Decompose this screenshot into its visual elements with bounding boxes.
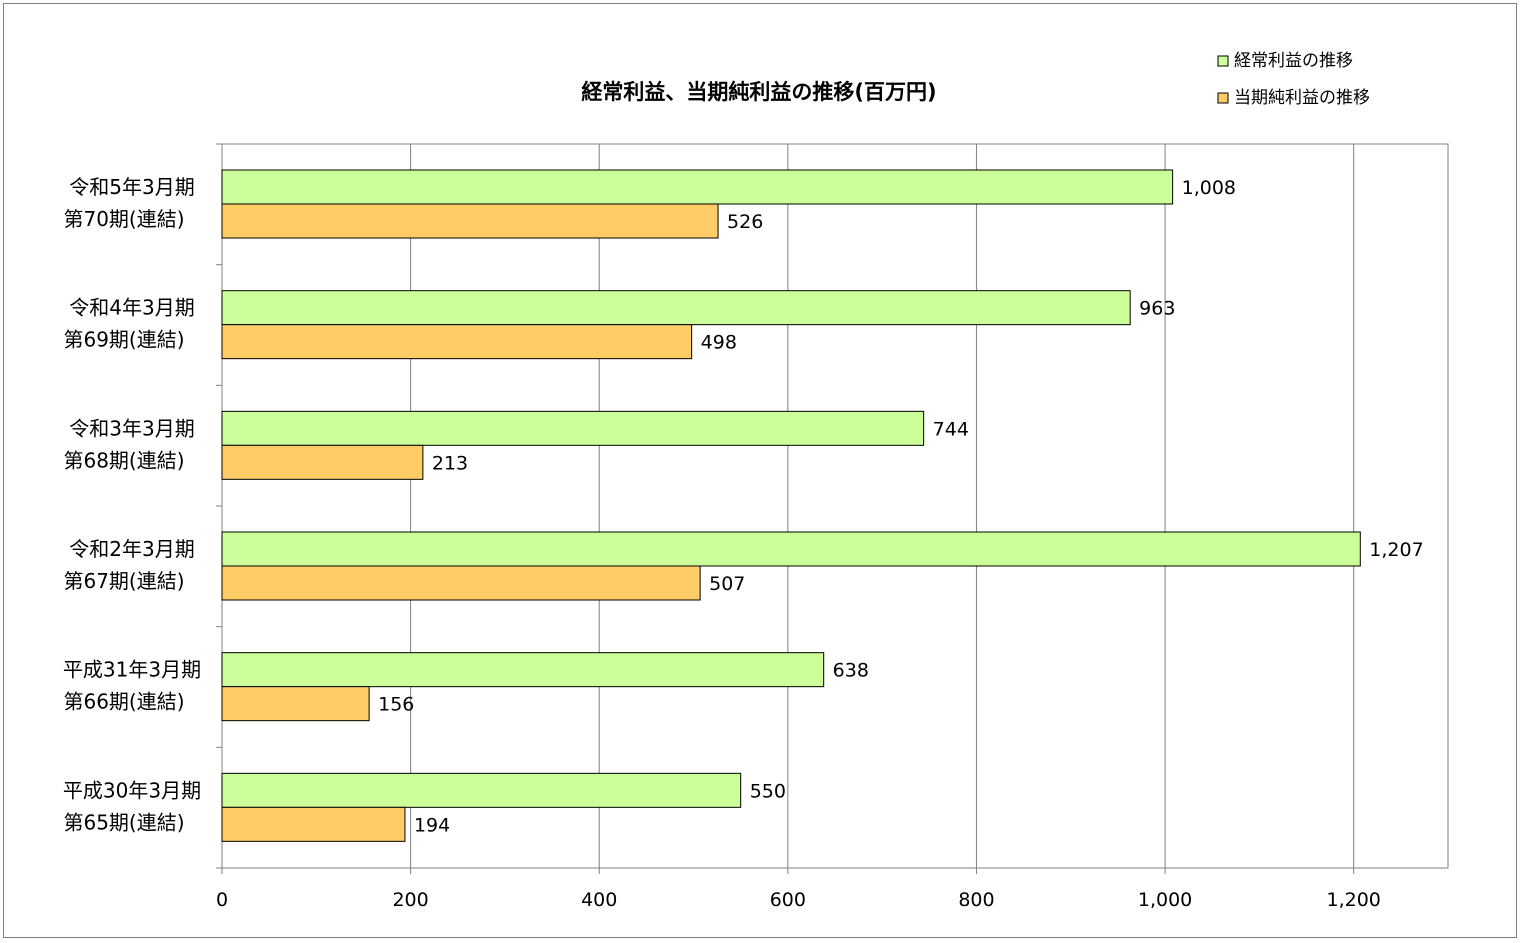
data-label: 498 [701,332,737,354]
bar-ordinary-profit [221,531,1361,567]
data-label: 194 [414,814,450,836]
bar-net-profit [221,203,719,239]
bar-ordinary-profit [221,169,1174,205]
chart-frame: 経常利益、当期純利益の推移(百万円) 経常利益の推移 当期純利益の推移 0 200 4… [3,3,1517,938]
category-label-line1: 平成30年3月期 [63,778,201,802]
data-label: 638 [833,660,869,682]
bar-net-profit [221,565,701,601]
bar-ordinary-profit [221,410,925,446]
category-label-line2: 第67期(連結) [63,569,184,593]
data-label: 1,008 [1182,177,1236,199]
x-tick-label: 800 [958,889,994,911]
legend-label: 当期純利益の推移 [1234,88,1370,108]
category-label-line2: 第68期(連結) [63,448,184,472]
category-label-line2: 第65期(連結) [63,810,184,834]
category-label-line1: 平成31年3月期 [63,658,201,682]
data-label: 550 [750,780,786,802]
data-label: 744 [933,418,969,440]
x-tick-label: 1,200 [1326,889,1380,911]
category-label-line1: 令和4年3月期 [69,296,194,320]
x-tick-label: 400 [581,889,617,911]
x-tick-label: 600 [770,889,806,911]
category-label-line1: 令和3年3月期 [69,416,194,440]
category-label-line2: 第66期(連結) [63,690,184,714]
data-label: 1,207 [1369,539,1423,561]
chart-title: 経常利益、当期純利益の推移(百万円) [581,80,936,104]
bar-net-profit [221,806,406,842]
data-label: 963 [1139,298,1175,320]
bar-ordinary-profit [221,652,825,688]
category-label-line2: 第69期(連結) [63,328,184,352]
category-label-line2: 第70期(連結) [63,207,184,231]
bar-net-profit [221,324,693,360]
legend-label: 経常利益の推移 [1234,51,1353,71]
legend-swatch [1217,55,1229,67]
category-label-line1: 令和5年3月期 [69,175,194,199]
data-label: 213 [432,452,468,474]
x-tick-label: 200 [392,889,428,911]
bar-ordinary-profit [221,290,1131,326]
data-label: 507 [709,573,745,595]
x-tick-label: 0 [216,889,228,911]
category-label-line1: 令和2年3月期 [69,537,194,561]
bar-net-profit [221,444,424,480]
bar-ordinary-profit [221,772,742,808]
data-label: 156 [378,694,414,716]
legend-swatch [1217,92,1229,104]
x-tick-label: 1,000 [1138,889,1192,911]
bar-net-profit [221,686,370,722]
data-label: 526 [727,211,763,233]
plot-background [221,143,1449,869]
